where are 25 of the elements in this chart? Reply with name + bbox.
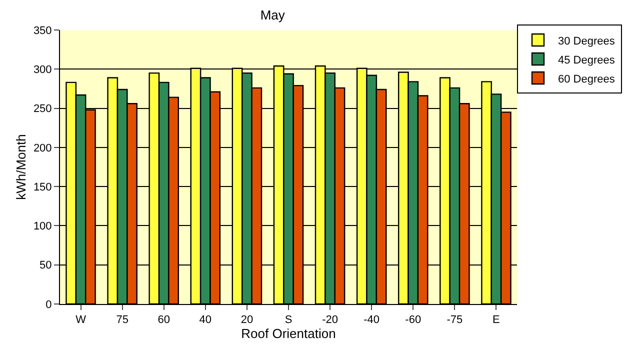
x-tick-label: 60 [158, 314, 170, 326]
x-tick-label: 20 [240, 314, 254, 326]
y-tick-label: 300 [33, 64, 52, 76]
y-tick-label: 150 [33, 181, 52, 194]
x-axis-title: Roof Orientation [241, 326, 336, 342]
x-tick-label: -20 [322, 314, 338, 326]
x-tick-label: S [284, 314, 292, 326]
x-tick-label: E [492, 314, 500, 326]
chart-title: May [260, 8, 286, 23]
legend-label: 60 Degrees [558, 73, 616, 86]
y-axis-title: kWh/Month [13, 134, 28, 200]
x-tick-label: -75 [446, 314, 463, 326]
legend-label: 45 Degrees [558, 54, 616, 66]
x-tick-label: W [76, 314, 87, 326]
y-tick-label: 250 [33, 103, 52, 116]
x-tick-label: 75 [116, 314, 128, 326]
x-tick-label: -60 [405, 314, 422, 326]
y-tick-label: 200 [33, 142, 52, 154]
legend-label: 30 Degrees [558, 35, 616, 48]
x-tick-label: 40 [199, 314, 212, 326]
y-tick-label: 100 [33, 220, 52, 233]
x-tick-label: -40 [364, 314, 380, 326]
y-tick-label: 0 [46, 298, 52, 311]
y-tick-label: 350 [33, 24, 52, 37]
y-tick-label: 50 [40, 260, 52, 272]
